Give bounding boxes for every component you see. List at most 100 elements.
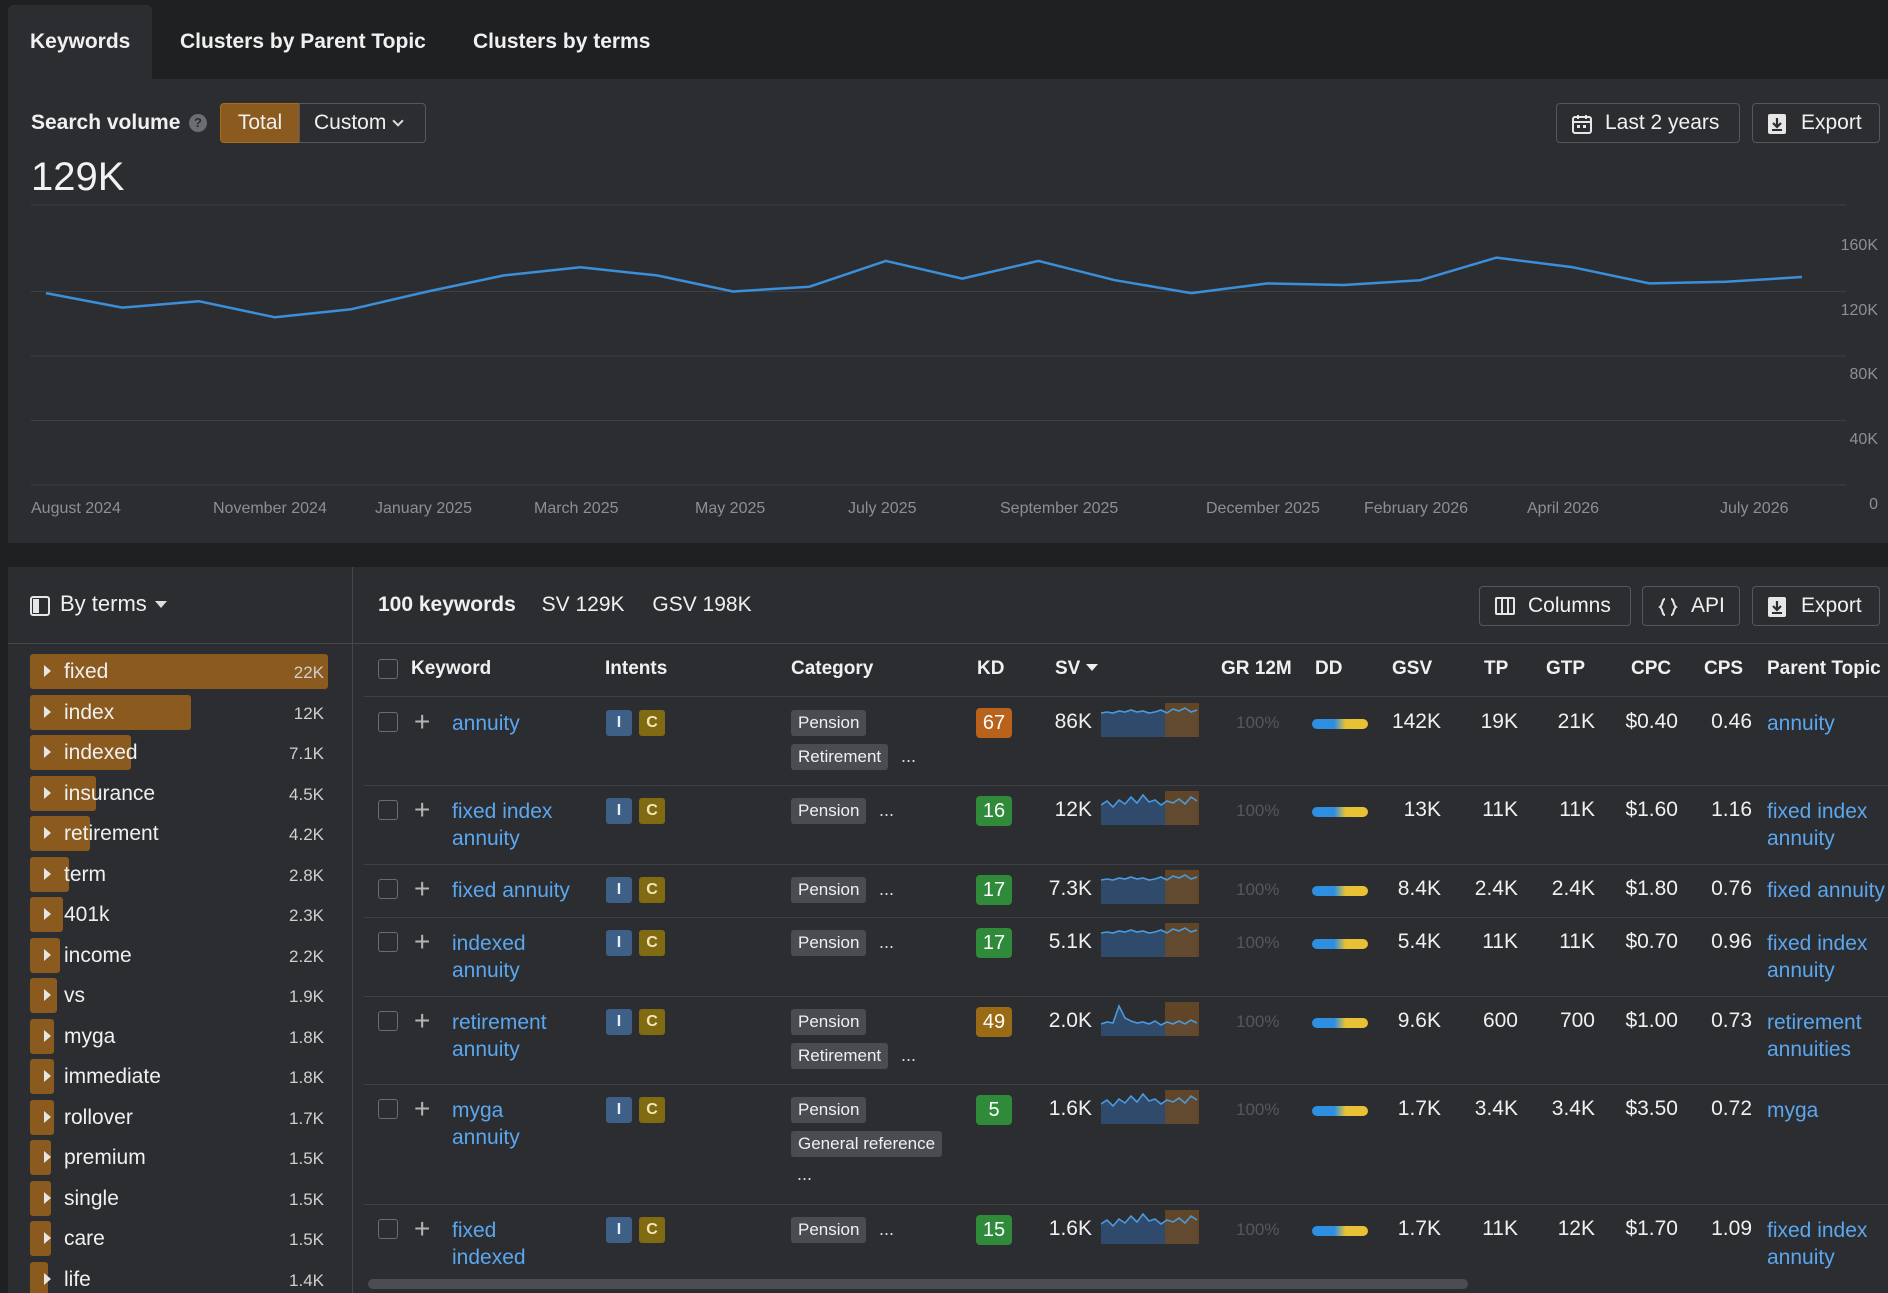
expand-caret-icon[interactable]: [44, 746, 51, 758]
gr12m-value: 100%: [1236, 801, 1280, 820]
parent-topic-link[interactable]: myga: [1767, 1097, 1818, 1124]
api-button[interactable]: API: [1642, 586, 1740, 626]
keyword-link[interactable]: fixed indexed: [452, 1217, 526, 1271]
add-to-list-icon[interactable]: +: [414, 794, 431, 825]
parent-topic-link[interactable]: retirement annuities: [1767, 1009, 1862, 1063]
tab-keywords[interactable]: Keywords: [8, 5, 153, 79]
term-item[interactable]: fixed 22K: [30, 651, 330, 692]
col-tp[interactable]: TP: [1484, 658, 1509, 679]
term-item[interactable]: rollover 1.7K: [30, 1097, 330, 1138]
col-cps[interactable]: CPS: [1704, 658, 1744, 679]
expand-caret-icon[interactable]: [44, 705, 51, 718]
term-item[interactable]: vs 1.9K: [30, 975, 330, 1016]
parent-topic-link[interactable]: fixed index annuity: [1767, 930, 1867, 984]
term-item[interactable]: 401k 2.3K: [30, 894, 330, 935]
col-cpc[interactable]: CPC: [1631, 658, 1672, 679]
term-item[interactable]: index 12K: [30, 692, 330, 733]
more-categories[interactable]: ...: [901, 746, 917, 766]
expand-caret-icon[interactable]: [44, 1110, 51, 1123]
row-checkbox[interactable]: [378, 879, 398, 899]
row-checkbox[interactable]: [378, 1011, 398, 1031]
expand-caret-icon[interactable]: [44, 827, 51, 839]
custom-dropdown[interactable]: Custom: [299, 103, 426, 143]
keyword-link[interactable]: myga annuity: [452, 1097, 520, 1151]
expand-caret-icon[interactable]: [44, 665, 51, 677]
add-to-list-icon[interactable]: +: [414, 1213, 431, 1244]
col-gsv[interactable]: GSV: [1392, 658, 1433, 679]
col-sv[interactable]: SV: [1055, 658, 1099, 680]
keyword-link[interactable]: indexed annuity: [452, 930, 526, 984]
expand-caret-icon[interactable]: [44, 989, 51, 1001]
more-categories[interactable]: ...: [797, 1164, 813, 1184]
more-categories[interactable]: ...: [879, 932, 895, 952]
total-toggle[interactable]: Total: [220, 103, 300, 143]
keyword-link[interactable]: fixed index annuity: [452, 798, 552, 852]
expand-caret-icon[interactable]: [44, 867, 51, 880]
term-item[interactable]: immediate 1.8K: [30, 1056, 330, 1097]
col-gr12m[interactable]: GR 12M: [1221, 658, 1292, 679]
parent-topic-link[interactable]: fixed index annuity: [1767, 1217, 1867, 1271]
row-checkbox[interactable]: [378, 932, 398, 952]
term-item[interactable]: income 2.2K: [30, 935, 330, 976]
expand-caret-icon[interactable]: [44, 1232, 51, 1244]
term-item[interactable]: insurance 4.5K: [30, 773, 330, 814]
more-categories[interactable]: ...: [901, 1045, 917, 1065]
col-intents[interactable]: Intents: [605, 658, 668, 679]
term-item[interactable]: myga 1.8K: [30, 1016, 330, 1057]
term-item[interactable]: term 2.8K: [30, 854, 330, 895]
chart-export-button[interactable]: Export: [1752, 103, 1880, 143]
summary-sv: SV 129K: [541, 593, 625, 616]
expand-caret-icon[interactable]: [44, 1029, 51, 1042]
term-item[interactable]: indexed 7.1K: [30, 732, 330, 773]
more-categories[interactable]: ...: [879, 1219, 895, 1239]
term-item[interactable]: retirement 4.2K: [30, 813, 330, 854]
parent-topic-link[interactable]: annuity: [1767, 710, 1835, 737]
expand-caret-icon[interactable]: [44, 786, 51, 799]
cpc-value: $1.60: [1625, 798, 1678, 821]
row-checkbox[interactable]: [378, 1099, 398, 1119]
expand-caret-icon[interactable]: [44, 1191, 51, 1204]
parent-topic-link[interactable]: fixed annuity: [1767, 877, 1885, 904]
parent-topic-link[interactable]: fixed index annuity: [1767, 798, 1867, 852]
expand-caret-icon[interactable]: [44, 1272, 51, 1285]
add-to-list-icon[interactable]: +: [414, 926, 431, 957]
expand-caret-icon[interactable]: [44, 1151, 51, 1163]
keyword-link[interactable]: retirement annuity: [452, 1009, 547, 1063]
row-checkbox[interactable]: [378, 1219, 398, 1239]
expand-caret-icon[interactable]: [44, 908, 51, 920]
term-count: 1.9K: [289, 987, 324, 1006]
keyword-link[interactable]: fixed annuity: [452, 877, 570, 904]
row-checkbox[interactable]: [378, 712, 398, 732]
more-categories[interactable]: ...: [879, 879, 895, 899]
tab-clusters-terms[interactable]: Clusters by terms: [473, 30, 651, 53]
tp-value: 600: [1482, 1009, 1518, 1032]
select-all-checkbox[interactable]: [378, 659, 398, 679]
col-kd[interactable]: KD: [977, 658, 1005, 679]
term-item[interactable]: life 1.4K: [30, 1259, 330, 1293]
more-categories[interactable]: ...: [879, 800, 895, 820]
term-item[interactable]: single 1.5K: [30, 1178, 330, 1219]
col-parent-topic[interactable]: Parent Topic: [1767, 658, 1881, 679]
add-to-list-icon[interactable]: +: [414, 1005, 431, 1036]
col-category[interactable]: Category: [791, 658, 874, 679]
help-icon[interactable]: ?: [189, 114, 207, 132]
term-item[interactable]: premium 1.5K: [30, 1137, 330, 1178]
columns-button[interactable]: Columns: [1479, 586, 1631, 626]
term-item[interactable]: care 1.5K: [30, 1218, 330, 1259]
tab-clusters-parent-topic[interactable]: Clusters by Parent Topic: [180, 30, 426, 53]
table-export-button[interactable]: Export: [1752, 586, 1880, 626]
keyword-link[interactable]: annuity: [452, 710, 520, 737]
add-to-list-icon[interactable]: +: [414, 873, 431, 904]
horizontal-scrollbar[interactable]: [368, 1279, 1468, 1289]
row-checkbox[interactable]: [378, 800, 398, 820]
by-terms-dropdown[interactable]: By terms: [30, 591, 167, 617]
col-keyword[interactable]: Keyword: [411, 658, 492, 679]
col-gtp[interactable]: GTP: [1546, 658, 1586, 679]
expand-caret-icon[interactable]: [44, 1070, 51, 1082]
date-range-button[interactable]: Last 2 years: [1556, 103, 1740, 143]
col-dd[interactable]: DD: [1315, 658, 1343, 679]
add-to-list-icon[interactable]: +: [414, 1093, 431, 1124]
add-to-list-icon[interactable]: +: [414, 706, 431, 737]
expand-caret-icon[interactable]: [44, 948, 51, 961]
search-volume-line[interactable]: [45, 256, 1803, 319]
